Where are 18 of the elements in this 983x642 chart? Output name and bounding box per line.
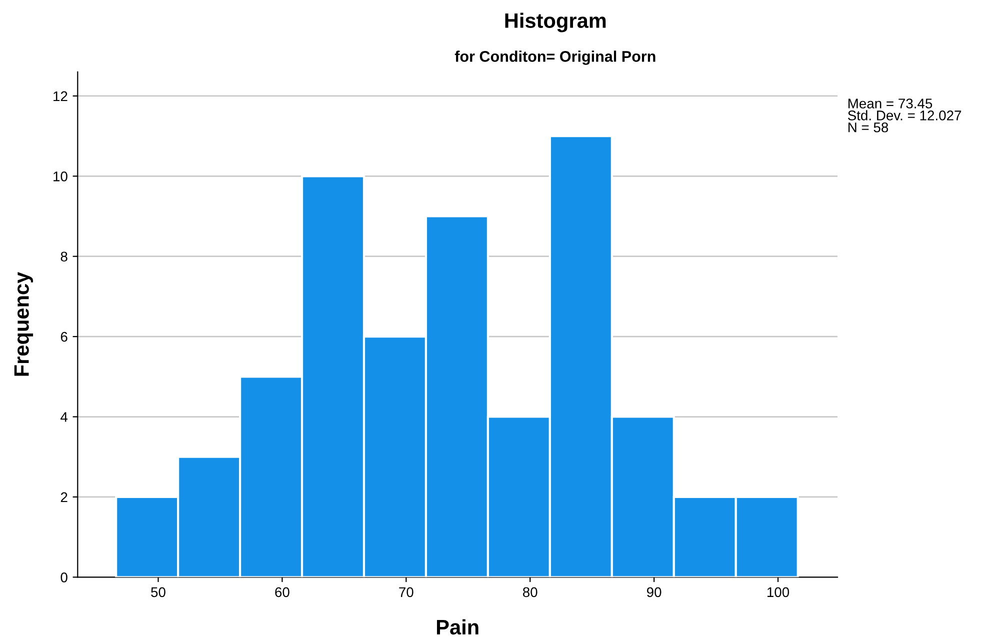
y-axis-title: Frequency (14, 272, 34, 376)
chart-subtitle: for Conditon= Original Porn (454, 50, 656, 65)
x-tick-label: 100 (767, 587, 790, 598)
x-tick-label: 80 (522, 587, 538, 598)
x-tick-label: 90 (646, 587, 662, 598)
x-tick-label: 60 (275, 587, 290, 598)
y-tick-label: 4 (60, 412, 68, 422)
x-tick-label: 70 (399, 587, 414, 598)
chart-title: Histogram (505, 12, 606, 32)
y-tick-label: 2 (60, 492, 68, 502)
x-axis-title: Pain (436, 619, 478, 635)
y-tick-label: 12 (54, 91, 68, 101)
y-tick-label: 6 (60, 332, 68, 342)
x-tick-label: 50 (151, 587, 166, 598)
y-tick-label: 8 (60, 252, 68, 262)
y-tick-label: 10 (54, 171, 68, 182)
y-tick-label: 0 (60, 572, 68, 582)
text: Mean = 73.45 Std. Dev. = 12.027 N = 58 (848, 98, 962, 132)
